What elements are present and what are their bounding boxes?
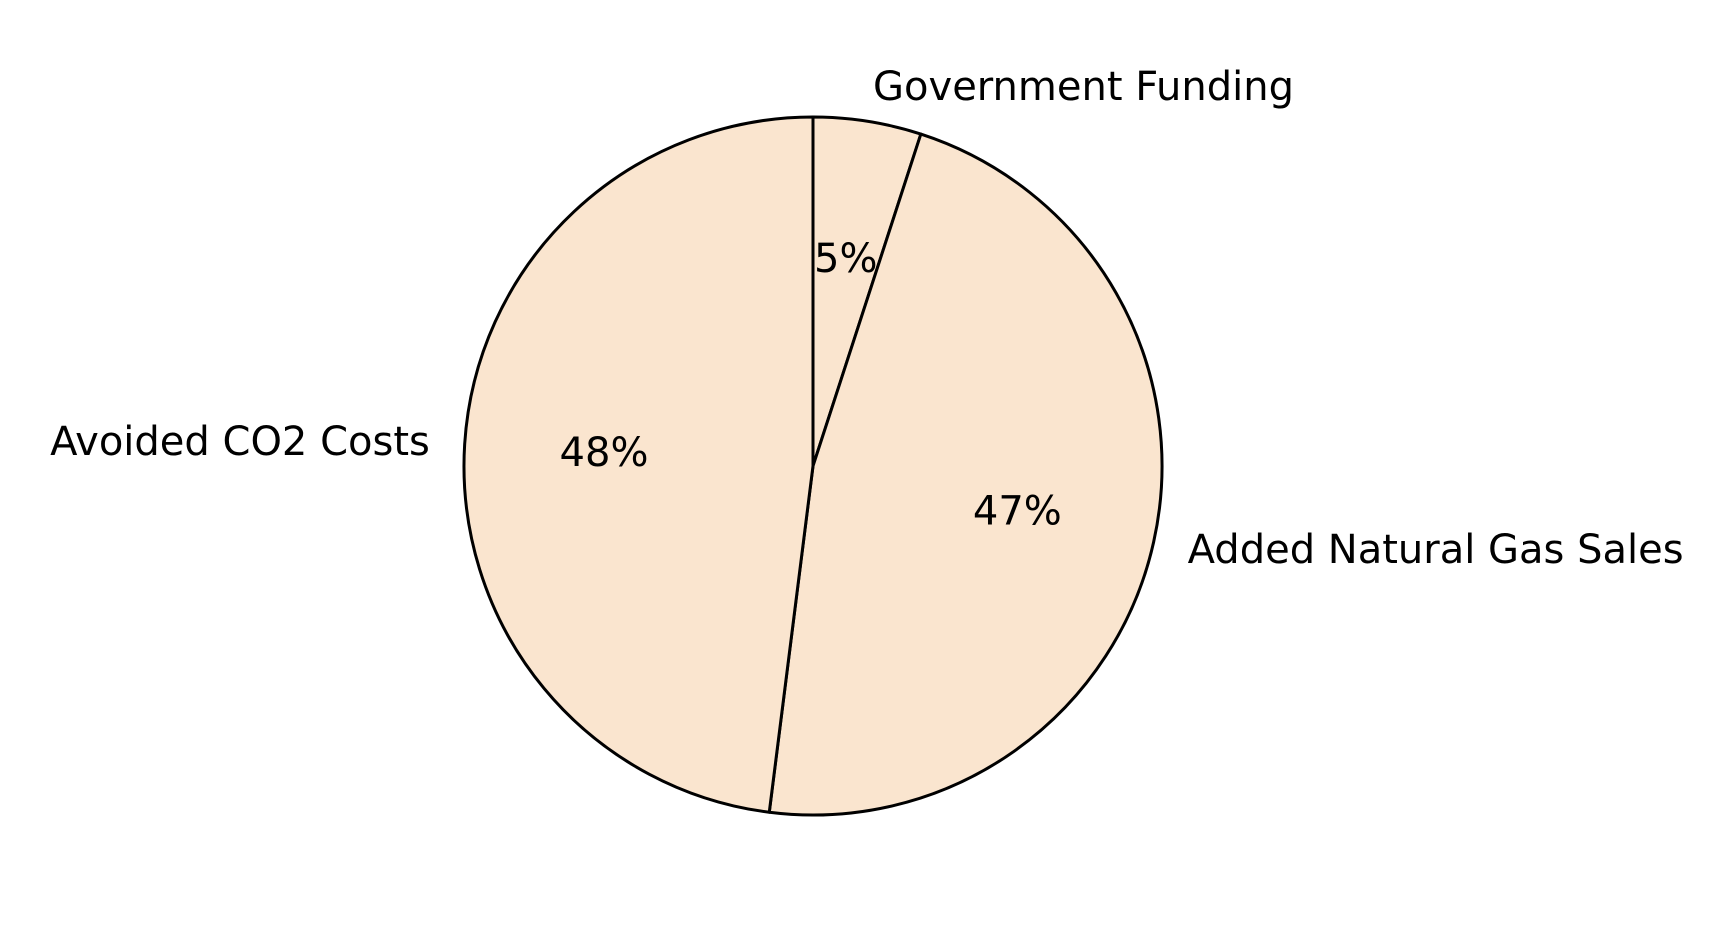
percentage-labels: 5% 47% 48%: [560, 236, 1062, 535]
category-label-avoided-co2-costs: Avoided CO2 Costs: [50, 419, 430, 465]
category-label-added-natural-gas-sales: Added Natural Gas Sales: [1188, 527, 1684, 573]
pie-slice-added-natural-gas-sales: [767, 132, 1164, 817]
pct-label-added-natural-gas-sales: 47%: [973, 489, 1062, 535]
pie-slices: [462, 115, 1164, 817]
pct-label-government-funding: 5%: [814, 236, 877, 282]
category-labels: Government Funding Added Natural Gas Sale…: [50, 64, 1683, 573]
pie-slice-avoided-co2-costs: [462, 115, 815, 814]
pct-label-avoided-co2-costs: 48%: [560, 430, 649, 476]
category-label-government-funding: Government Funding: [873, 64, 1294, 110]
